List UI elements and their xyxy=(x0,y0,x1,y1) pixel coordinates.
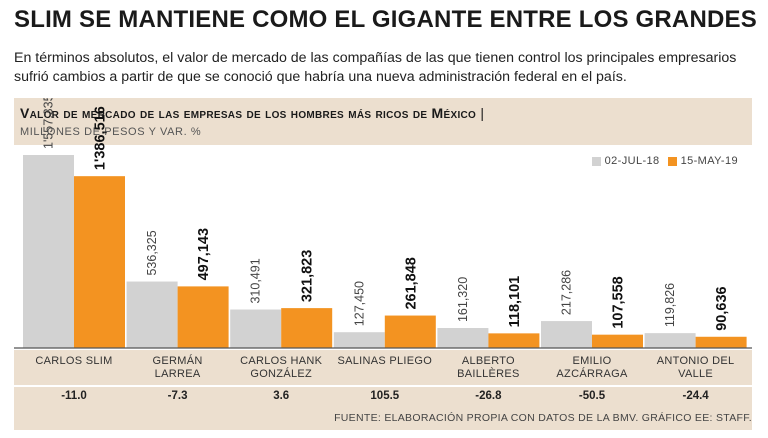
variation-pct-0: -11.0 xyxy=(61,390,87,402)
variation-pct-3: 105.5 xyxy=(370,390,399,402)
legend-swatch-2019 xyxy=(667,156,677,166)
value-label-2018-0: 1'557,335 xyxy=(42,98,56,149)
chart-container: Valor de mercado de las empresas de los … xyxy=(14,98,752,430)
legend-label-2019: 15-MAY-19 xyxy=(680,155,738,167)
value-label-2018-4: 161,320 xyxy=(456,277,470,322)
bar-2019-0 xyxy=(74,176,125,348)
deck-text: En términos absolutos, el valor de merca… xyxy=(14,50,737,85)
value-label-2019-6: 90,636 xyxy=(714,286,730,330)
variation-pct-6: -24.4 xyxy=(682,390,709,402)
value-label-2019-0: 1'386,516 xyxy=(93,106,109,170)
chart-title-divider: | xyxy=(480,105,485,121)
category-band xyxy=(14,350,752,430)
bar-2019-3 xyxy=(384,315,436,348)
value-label-2019-3: 261,848 xyxy=(403,257,419,309)
value-label-2018-6: 119,826 xyxy=(663,283,677,327)
bar-2018-2 xyxy=(230,309,282,348)
bar-chart-plot: 1'557,335 1'386,516 CARLOS SLIM -11.0 536,32… xyxy=(14,98,752,402)
variation-pct-5: -50.5 xyxy=(579,390,606,402)
value-label-2019-2: 321,823 xyxy=(300,250,316,302)
value-label-2018-1: 536,325 xyxy=(145,230,159,275)
category-label-6-line-1: VALLE xyxy=(678,368,713,380)
variation-pct-4: -26.8 xyxy=(475,390,502,402)
chart-legend: 02-JUL-18 15-MAY-19 xyxy=(591,155,738,167)
value-label-2018-5: 217,286 xyxy=(560,270,574,315)
bar-2019-5 xyxy=(592,334,643,348)
bar-2018-0 xyxy=(23,155,74,348)
legend-item-2018: 02-JUL-18 xyxy=(591,155,660,167)
category-label-6-line-0: ANTONIO DEL xyxy=(657,355,735,367)
category-label-5-line-1: AZCÁRRAGA xyxy=(556,367,628,380)
bar-2018-3 xyxy=(333,332,385,348)
category-label-1-line-1: LARREA xyxy=(155,368,201,380)
variation-pct-2: 3.6 xyxy=(273,390,289,402)
legend-label-2018: 02-JUL-18 xyxy=(604,155,660,167)
category-label-4-line-0: ALBERTO xyxy=(462,355,515,367)
category-label-4-line-1: BAILLÈRES xyxy=(457,367,520,380)
value-label-2018-2: 310,491 xyxy=(249,258,263,303)
category-label-3-line-0: SALINAS PLIEGO xyxy=(337,355,432,367)
category-label-2-line-1: GONZÁLEZ xyxy=(250,367,312,380)
chart-header-band: Valor de mercado de las empresas de los … xyxy=(14,98,752,145)
bar-2019-2 xyxy=(281,308,333,348)
bar-2018-1 xyxy=(126,281,178,348)
headline: SLIM SE MANTIENE COMO EL GIGANTE ENTRE L… xyxy=(14,6,757,33)
bar-2019-1 xyxy=(177,286,229,348)
source-note: FUENTE: ELABORACIÓN PROPIA CON DATOS DE … xyxy=(334,412,752,424)
value-label-2019-1: 497,143 xyxy=(196,228,212,280)
bar-2018-5 xyxy=(541,321,592,348)
legend-swatch-2018 xyxy=(591,156,601,166)
value-label-2019-4: 118,101 xyxy=(507,276,523,328)
chart-title-text: Valor de mercado de las empresas de los … xyxy=(20,105,477,121)
chart-subtitle: MILLONES DE PESOS Y VAR. % xyxy=(20,126,202,138)
category-label-1-line-0: GERMÁN xyxy=(153,354,203,367)
value-label-2019-5: 107,558 xyxy=(611,276,627,328)
variation-pct-1: -7.3 xyxy=(168,390,188,402)
category-label-0-line-0: CARLOS SLIM xyxy=(35,355,112,367)
bar-2018-4 xyxy=(437,328,489,348)
value-label-2018-3: 127,450 xyxy=(352,281,366,326)
legend-item-2019: 15-MAY-19 xyxy=(667,155,738,167)
bar-2019-4 xyxy=(488,333,540,348)
category-label-2-line-0: CARLOS HANK xyxy=(240,355,323,367)
chart-title: Valor de mercado de las empresas de los … xyxy=(20,105,484,121)
bar-2018-6 xyxy=(644,333,696,348)
category-label-5-line-0: EMILIO xyxy=(572,355,611,367)
bar-2019-6 xyxy=(695,336,747,348)
